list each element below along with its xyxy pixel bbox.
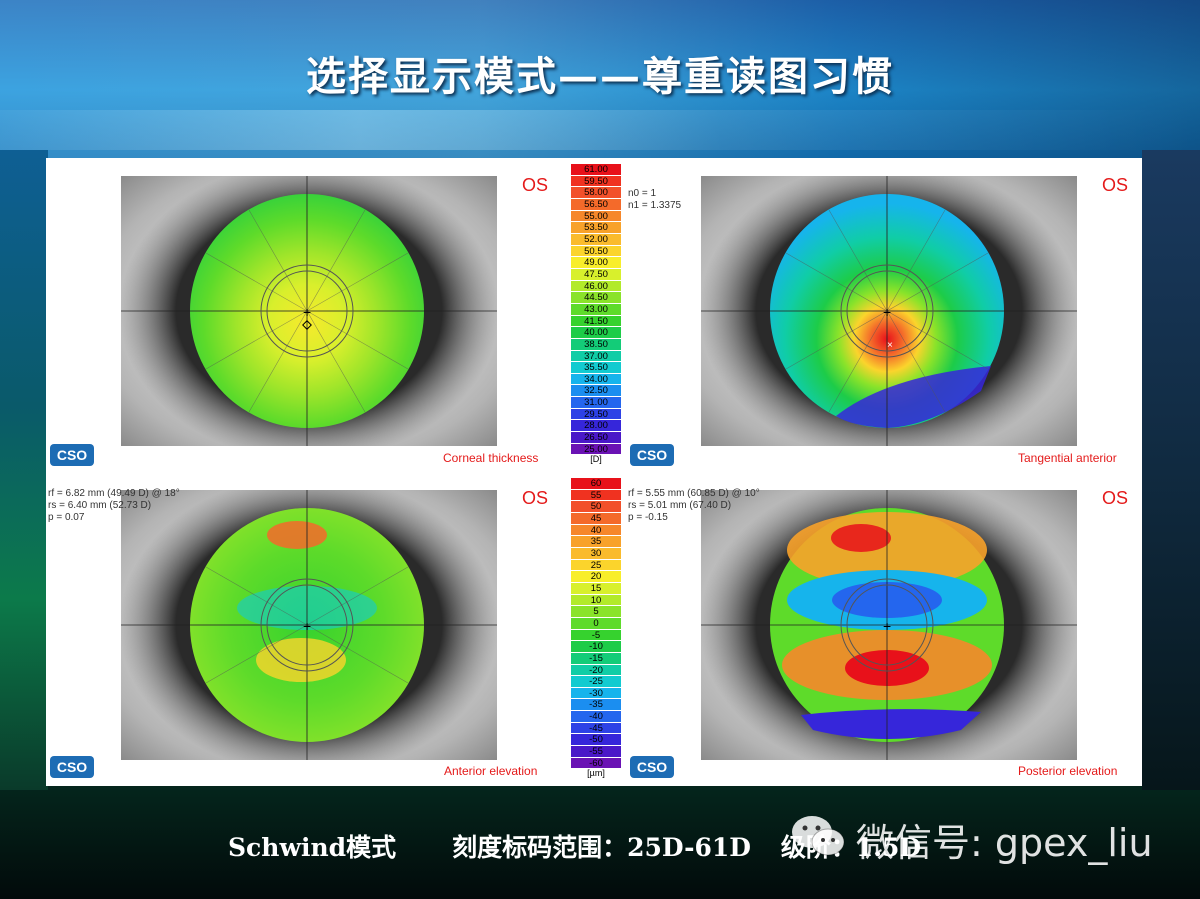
header-glow xyxy=(0,0,1200,160)
eye-photo: + × xyxy=(701,176,1077,446)
scale-top-cell: 59.50 xyxy=(571,174,621,186)
scale-top-cell: 28.00 xyxy=(571,419,621,431)
scale-top-cell: 47.50 xyxy=(571,267,621,280)
scale-bottom-cell: -10 xyxy=(571,640,621,652)
scale-top-cell: 41.50 xyxy=(571,314,621,326)
cso-logo: CSO xyxy=(50,756,94,778)
scale-top-cell: 26.50 xyxy=(571,431,621,443)
scale-bottom-cell: 20 xyxy=(571,570,621,582)
svg-text:+: + xyxy=(883,304,891,320)
scale-top-cell: 34.00 xyxy=(571,372,621,385)
scale-top-cell: 46.00 xyxy=(571,279,621,291)
scale-bottom-cell: 55 xyxy=(571,488,621,500)
eye-photo: + xyxy=(701,490,1077,760)
eye-photo: + xyxy=(121,176,497,446)
scale-bottom-unit: [µm] xyxy=(587,768,605,779)
eye-label: OS xyxy=(522,175,549,195)
svg-text:+: + xyxy=(303,304,311,320)
scale-bottom-cell: -20 xyxy=(571,663,621,675)
topography-panel: + OS Corneal thickness CSO xyxy=(46,158,1142,786)
scale-bottom-cell: 15 xyxy=(571,581,621,594)
scale-top-cell: 56.50 xyxy=(571,197,621,210)
watermark-text: 微信号: gpex_liu xyxy=(856,821,1153,865)
mode-label: Schwind模式 xyxy=(228,833,397,862)
map-corneal-thickness: + OS Corneal thickness CSO xyxy=(46,158,566,472)
scale-bottom-cell: -25 xyxy=(571,675,621,687)
scale-top-cell: 31.00 xyxy=(571,396,621,408)
cso-logo: CSO xyxy=(50,444,94,466)
map-label: Posterior elevation xyxy=(1018,764,1118,778)
map-posterior-elevation: + rf = 5.55 mm (60.85 D) @ 10° rs = 5.01… xyxy=(626,472,1146,786)
scale-top-cell: 50.50 xyxy=(571,244,621,256)
scale-bottom-cell: 25 xyxy=(571,558,621,570)
eye-label: OS xyxy=(1102,175,1129,195)
scale-top-cell: 44.50 xyxy=(571,291,621,303)
map-label: Tangential anterior xyxy=(1018,451,1117,465)
wechat-watermark: 微信号: gpex_liu xyxy=(790,812,1160,865)
micron-color-scale: 60 55 50 45 40 35 30 25 20 15 10 5 0 -5 -10 -15 -20 -25 -3… xyxy=(571,477,621,778)
scale-bottom-cell: 45 xyxy=(571,511,621,524)
refraction-info: n0 = 1 n1 = 1.3375 xyxy=(628,188,682,211)
scale-top-cell: 35.50 xyxy=(571,361,621,373)
scale-bottom-cell: -5 xyxy=(571,628,621,640)
scale-bottom-cell: -30 xyxy=(571,686,621,699)
svg-text:+: + xyxy=(303,618,311,634)
fit-info: rf = 5.55 mm (60.85 D) @ 10° rs = 5.01 m… xyxy=(628,488,760,523)
map-label: Corneal thickness xyxy=(443,451,539,465)
cso-logo: CSO xyxy=(630,756,674,778)
scale-bottom-cell: 10 xyxy=(571,593,621,605)
scale-top-cell: 52.00 xyxy=(571,232,621,245)
right-background xyxy=(1142,150,1200,790)
scale-top-cell: 61.00 xyxy=(571,163,621,175)
scale-bottom-cell: -55 xyxy=(571,745,621,757)
wechat-icon xyxy=(792,816,845,856)
scale-bottom-cell: -15 xyxy=(571,651,621,664)
range-label: 刻度标码范围：25D-61D xyxy=(452,833,751,862)
fit-info: rf = 6.82 mm (49.49 D) @ 18° rs = 6.40 m… xyxy=(48,488,180,523)
scale-bottom-cell: -50 xyxy=(571,733,621,745)
scale-bottom-cell: -35 xyxy=(571,698,621,710)
eye-label: OS xyxy=(1102,488,1129,508)
scale-bottom-cell: 0 xyxy=(571,616,621,629)
scale-bottom-cell: 40 xyxy=(571,523,621,535)
scale-top-cell: 53.50 xyxy=(571,221,621,233)
header-band xyxy=(0,110,1200,150)
scale-bottom-cell: 30 xyxy=(571,546,621,559)
dioptre-color-scale: 61.00 59.50 58.00 56.50 55.00 53.50 52.00 50.50… xyxy=(571,163,621,464)
scale-bottom-cell: 35 xyxy=(571,535,621,547)
scale-bottom-cell: 50 xyxy=(571,500,621,512)
scale-top-cell: 37.00 xyxy=(571,349,621,361)
scale-top-cell: 40.00 xyxy=(571,326,621,338)
slide-title: 选择显示模式——尊重读图习惯 xyxy=(306,53,894,100)
svg-text:+: + xyxy=(883,618,891,634)
scale-top-cell: 29.50 xyxy=(571,407,621,420)
scale-top-cell: 55.00 xyxy=(571,209,621,221)
scale-bottom-cell: -45 xyxy=(571,721,621,734)
scale-bottom-cell: 60 xyxy=(571,477,621,489)
scale-top-cell: 25.00 xyxy=(571,442,621,455)
map-label: Anterior elevation xyxy=(444,764,538,778)
scale-top-cell: 43.00 xyxy=(571,302,621,315)
cso-logo: CSO xyxy=(630,444,674,466)
scale-bottom-cell: 5 xyxy=(571,605,621,617)
left-background xyxy=(0,150,48,790)
scale-bottom-cell: -40 xyxy=(571,710,621,722)
map-tangential-anterior: + × n0 = 1 n1 = 1.3375 OS Tangential ant… xyxy=(626,158,1146,472)
svg-text:×: × xyxy=(887,340,893,351)
eye-photo: + xyxy=(121,490,497,760)
scale-top-cell: 49.00 xyxy=(571,256,621,268)
scale-bottom-cell: -60 xyxy=(571,756,621,769)
scale-top-cell: 38.50 xyxy=(571,337,621,350)
eye-label: OS xyxy=(522,488,549,508)
scale-top-unit: [D] xyxy=(590,454,602,465)
footer-caption: Schwind模式 刻度标码范围：25D-61D 级阶：1.5D xyxy=(228,828,921,864)
scale-top-cell: 58.00 xyxy=(571,186,621,198)
scale-top-cell: 32.50 xyxy=(571,384,621,396)
map-anterior-elevation: + rf = 6.82 mm (49.49 D) @ 18° rs = 6.40… xyxy=(46,472,566,786)
